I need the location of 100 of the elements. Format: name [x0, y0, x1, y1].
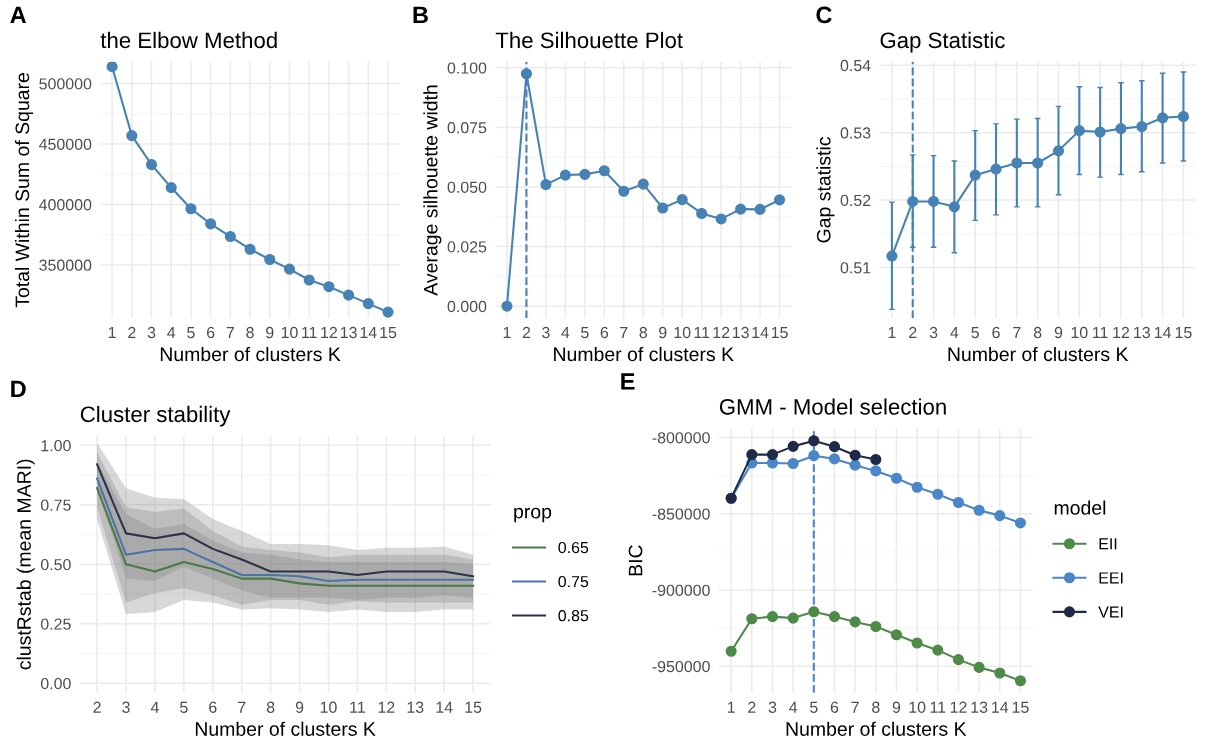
- x-tick-label: 12: [713, 326, 730, 339]
- x-tick-label: 6: [830, 701, 839, 713]
- chart-title: Cluster stability: [80, 405, 231, 427]
- x-tick-label: 4: [561, 327, 570, 339]
- x-tick-label: 3: [929, 326, 938, 339]
- x-tick-label: 13: [407, 701, 424, 713]
- y-tick-label: 0.50: [40, 558, 71, 571]
- text: D: [11, 380, 26, 398]
- text: E: [621, 373, 635, 390]
- y-tick-label: -900000: [652, 584, 710, 596]
- x-tick-label: 9: [266, 326, 274, 339]
- x-tick-label: 14: [360, 327, 377, 339]
- y-axis-title: Average silhouette width: [423, 85, 442, 296]
- x-tick-label: 10: [1071, 326, 1088, 339]
- x-tick-label: 15: [380, 327, 397, 339]
- x-tick-label: 13: [971, 701, 988, 713]
- x-tick-label: 12: [321, 326, 337, 339]
- x-tick-label: 2: [748, 701, 756, 713]
- y-axis-title: Gap statistic: [816, 136, 835, 243]
- x-tick-label: 1: [503, 327, 511, 339]
- chart-title: GMM - Model selection: [719, 398, 946, 415]
- x-tick-label: 4: [789, 701, 798, 713]
- text: C: [816, 6, 832, 24]
- chart-title: Gap Statistic: [880, 31, 1005, 53]
- x-axis-title: Number of clusters K: [786, 721, 967, 736]
- x-tick-label: 10: [909, 701, 926, 713]
- x-tick-label: 10: [674, 326, 691, 339]
- x-tick-label: 13: [732, 326, 749, 339]
- legend-label: EEI: [1099, 572, 1123, 584]
- y-tick-label: 400000: [39, 199, 92, 211]
- x-tick-label: 8: [639, 326, 648, 339]
- x-tick-label: 6: [207, 326, 215, 339]
- x-tick-label: 1: [888, 327, 896, 339]
- y-axis-title: clustRstab (mean MARI): [16, 459, 35, 670]
- x-tick-label: 15: [465, 701, 482, 713]
- x-tick-label: 6: [209, 701, 217, 713]
- y-tick-label: 0.025: [447, 241, 487, 253]
- x-tick-label: 11: [1093, 327, 1108, 339]
- x-tick-label: 9: [892, 701, 901, 713]
- x-tick-label: 14: [1154, 327, 1172, 339]
- legend-title: prop: [514, 507, 552, 523]
- text: A: [10, 6, 27, 24]
- x-tick-label: 1: [108, 327, 116, 339]
- x-tick-label: 3: [122, 701, 130, 713]
- y-tick-label: 0.050: [447, 181, 487, 193]
- x-tick-label: 11: [694, 327, 710, 339]
- x-tick-label: 11: [302, 327, 317, 339]
- x-tick-label: 14: [752, 327, 769, 339]
- x-tick-label: 7: [1013, 327, 1021, 339]
- legend-title: model: [1054, 500, 1106, 515]
- x-tick-label: 5: [971, 327, 979, 339]
- y-tick-label: 450000: [39, 138, 92, 150]
- x-axis-title: Number of clusters K: [948, 346, 1129, 362]
- x-axis-title: Number of clusters K: [160, 346, 341, 362]
- x-tick-label: 14: [436, 701, 453, 713]
- x-tick-label: 2: [93, 701, 101, 713]
- y-tick-label: -950000: [652, 660, 710, 673]
- x-tick-label: 6: [600, 326, 609, 339]
- x-tick-label: 6: [992, 326, 1000, 339]
- x-tick-label: 4: [950, 327, 959, 339]
- x-tick-label: 5: [180, 701, 188, 713]
- x-tick-label: 10: [320, 701, 337, 713]
- x-tick-label: 7: [226, 327, 234, 339]
- x-tick-label: 12: [950, 701, 967, 713]
- y-tick-label: 350000: [39, 259, 92, 271]
- x-tick-label: 11: [930, 701, 946, 713]
- y-tick-label: 0.000: [447, 300, 487, 313]
- y-tick-label: 0.51: [840, 262, 871, 274]
- x-tick-label: 4: [150, 701, 159, 713]
- y-tick-label: 1.00: [41, 439, 71, 452]
- y-axis-title: BIC: [628, 545, 643, 576]
- x-tick-label: 8: [872, 701, 880, 713]
- x-tick-label: 11: [350, 701, 365, 713]
- x-axis-title: Number of clusters K: [195, 721, 376, 736]
- x-tick-label: 4: [167, 327, 176, 339]
- y-tick-label: 0.100: [447, 62, 487, 74]
- x-tick-label: 3: [768, 701, 777, 713]
- y-tick-label: -850000: [652, 508, 710, 520]
- x-tick-label: 8: [266, 701, 275, 713]
- x-tick-label: 9: [659, 326, 667, 339]
- y-tick-label: 500000: [39, 78, 92, 90]
- x-tick-label: 7: [851, 701, 859, 713]
- legend-label: 0.85: [558, 610, 589, 622]
- x-axis-title: Number of clusters K: [554, 346, 734, 362]
- y-tick-label: 0.54: [840, 59, 871, 72]
- x-tick-label: 9: [295, 701, 304, 713]
- x-tick-label: 5: [187, 327, 195, 339]
- x-tick-label: 7: [620, 327, 628, 339]
- y-tick-label: 0.75: [40, 499, 71, 511]
- x-tick-label: 12: [1113, 326, 1130, 339]
- x-tick-label: 5: [581, 327, 589, 339]
- x-tick-label: 10: [281, 326, 298, 339]
- x-tick-label: 13: [1134, 326, 1150, 339]
- x-tick-label: 15: [771, 327, 788, 339]
- y-tick-label: 0.25: [40, 618, 71, 630]
- x-tick-label: 8: [1033, 326, 1042, 339]
- x-tick-label: 9: [1054, 326, 1063, 339]
- y-axis-title: Total Within Sum of Square: [14, 73, 34, 308]
- x-tick-label: 15: [1012, 701, 1029, 713]
- y-tick-label: 0.075: [447, 122, 487, 134]
